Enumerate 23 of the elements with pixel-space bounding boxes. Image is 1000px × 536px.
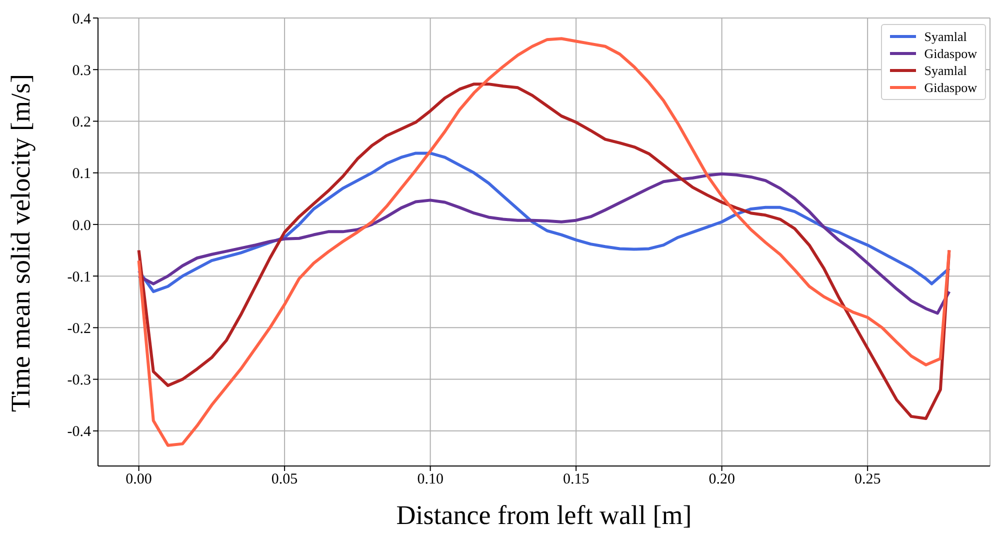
x-tick-label: 0.10 <box>417 472 444 488</box>
y-tick-label: 0.0 <box>72 218 91 234</box>
line-series <box>137 152 951 294</box>
line-series <box>137 172 951 315</box>
legend-label: Syamlal <box>924 62 967 79</box>
y-tick-label: -0.1 <box>67 269 91 286</box>
x-tick-label: 0.15 <box>562 472 590 488</box>
x-tick-label: 0.20 <box>708 472 735 488</box>
y-tick-label: -0.4 <box>67 424 92 440</box>
y-tick-label: -0.2 <box>67 321 91 337</box>
y-tick-label: 0.1 <box>72 166 91 182</box>
x-axis-title: Distance from left wall [m] <box>396 500 692 530</box>
y-tick-label: 0.4 <box>72 11 92 28</box>
legend-label: Syamlal <box>924 28 967 45</box>
y-axis-title: Time mean solid velocity [m/s] <box>6 74 36 412</box>
y-tick-label: 0.2 <box>72 114 91 131</box>
x-tick-label: 0.25 <box>854 472 881 488</box>
x-tick-label: 0.00 <box>126 472 152 488</box>
legend-label: Gidaspow <box>924 79 977 96</box>
y-tick-label: -0.3 <box>67 372 91 389</box>
legend-label: Gidaspow <box>924 45 977 62</box>
x-tick-label: 0.05 <box>271 472 298 488</box>
y-tick-label: 0.3 <box>72 62 91 79</box>
